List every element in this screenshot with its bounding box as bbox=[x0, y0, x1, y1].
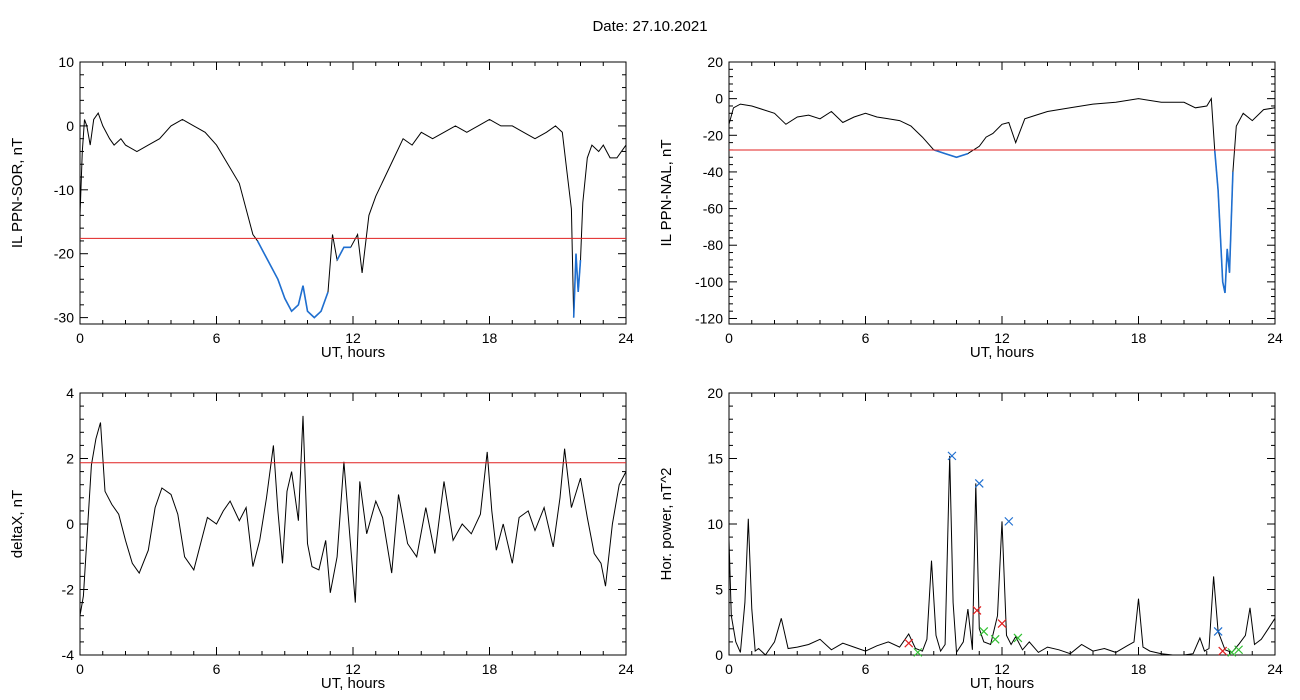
chart-deltax-xtick-label: 6 bbox=[213, 661, 221, 677]
chart-nal-ytick-label: -60 bbox=[703, 201, 723, 217]
chart-power-marker-green bbox=[979, 626, 989, 636]
chart-nal-below-threshold-segment bbox=[1213, 149, 1234, 294]
chart-deltax-ytick-label: -2 bbox=[62, 582, 75, 598]
chart-power-ytick-label: 15 bbox=[707, 451, 723, 467]
chart-nal-xtick-label: 0 bbox=[725, 330, 733, 346]
chart-sor-ytick-label: 10 bbox=[58, 54, 74, 70]
chart-sor-xlabel: UT, hours bbox=[321, 344, 385, 361]
chart-power-xtick-label: 12 bbox=[994, 661, 1010, 677]
chart-power-series-line bbox=[728, 455, 1276, 656]
chart-power-marker-green bbox=[913, 647, 923, 657]
chart-sor-ytick-label: 0 bbox=[66, 118, 74, 134]
chart-power-marker-red bbox=[1218, 646, 1228, 656]
chart-nal-ytick-label: -20 bbox=[703, 127, 723, 143]
chart-nal-ylabel: IL PPN-NAL, nT bbox=[658, 140, 675, 247]
chart-deltax-ytick-label: 0 bbox=[66, 516, 74, 532]
chart-power-ytick-label: 5 bbox=[715, 582, 723, 598]
chart-sor-ytick-label: -30 bbox=[54, 310, 74, 326]
chart-power-marker-green bbox=[1234, 645, 1244, 655]
chart-power-marker-green bbox=[990, 634, 1000, 644]
chart-sor-xtick-label: 0 bbox=[76, 330, 84, 346]
chart-power-marker-green bbox=[1227, 647, 1237, 657]
chart-power-xtick-label: 18 bbox=[1131, 661, 1147, 677]
chart-power-ylabel: Hor. power, nT^2 bbox=[658, 468, 675, 581]
chart-nal-xtick-label: 18 bbox=[1131, 330, 1147, 346]
chart-sor-ytick-label: -10 bbox=[54, 182, 74, 198]
chart-deltax-ytick-label: 4 bbox=[66, 385, 74, 401]
chart-power-marker-green bbox=[1013, 633, 1023, 643]
chart-sor-below-threshold-segment bbox=[256, 240, 329, 319]
chart-nal-ytick-label: -120 bbox=[695, 311, 723, 327]
chart-nal-series-line bbox=[728, 96, 1276, 294]
chart-nal-ytick-label: 20 bbox=[707, 54, 723, 70]
chart-deltax-ytick-label: 2 bbox=[66, 451, 74, 467]
chart-deltax-ylabel: deltaX, nT bbox=[9, 490, 26, 558]
chart-power-marker-blue bbox=[974, 478, 984, 488]
chart-sor-frame bbox=[79, 61, 627, 325]
chart-nal-ytick-label: 0 bbox=[715, 91, 723, 107]
chart-sor-below-threshold-segment bbox=[336, 246, 351, 261]
chart-power-xlabel: UT, hours bbox=[970, 675, 1034, 692]
chart-power-marker-red bbox=[904, 638, 914, 648]
chart-sor-ylabel: IL PPN-SOR, nT bbox=[9, 138, 26, 248]
chart-sor-xtick-label: 12 bbox=[345, 330, 361, 346]
chart-nal-ytick-label: -40 bbox=[703, 164, 723, 180]
chart-sor-ytick-label: -20 bbox=[54, 246, 74, 262]
chart-power-ytick-label: 10 bbox=[707, 516, 723, 532]
chart-power-marker-blue bbox=[1004, 516, 1014, 526]
chart-deltax-frame bbox=[79, 392, 627, 656]
chart-power-xtick-label: 0 bbox=[725, 661, 733, 677]
chart-power-xtick-label: 24 bbox=[1267, 661, 1283, 677]
chart-deltax-ytick-label: -4 bbox=[62, 647, 75, 663]
chart-deltax-xtick-label: 24 bbox=[618, 661, 634, 677]
chart-nal-xtick-label: 24 bbox=[1267, 330, 1283, 346]
page-title: Date: 27.10.2021 bbox=[592, 18, 708, 35]
chart-sor-series-line bbox=[79, 112, 627, 319]
chart-sor-xtick-label: 24 bbox=[618, 330, 634, 346]
chart-nal-ytick-label: -100 bbox=[695, 274, 723, 290]
chart-nal-below-threshold-segment bbox=[933, 149, 969, 159]
chart-power-ytick-label: 0 bbox=[715, 647, 723, 663]
chart-power-marker-red bbox=[997, 619, 1007, 628]
chart-deltax-xtick-label: 18 bbox=[482, 661, 498, 677]
chart-power-ytick-label: 20 bbox=[707, 385, 723, 401]
chart-sor-xtick-label: 18 bbox=[482, 330, 498, 346]
chart-sor-xtick-label: 6 bbox=[213, 330, 221, 346]
chart-nal-ytick-label: -80 bbox=[703, 237, 723, 253]
chart-power-marker-red bbox=[972, 606, 982, 615]
chart-power-marker-blue bbox=[947, 451, 957, 461]
chart-power-marker-blue bbox=[1213, 626, 1223, 636]
chart-nal-xtick-label: 6 bbox=[862, 330, 870, 346]
chart-power-xtick-label: 6 bbox=[862, 661, 870, 677]
chart-deltax-series-line bbox=[79, 415, 627, 616]
chart-nal-frame bbox=[728, 61, 1276, 325]
chart-deltax-xtick-label: 12 bbox=[345, 661, 361, 677]
chart-sor-below-threshold-segment bbox=[572, 253, 582, 318]
chart-deltax-xtick-label: 0 bbox=[76, 661, 84, 677]
chart-nal-xtick-label: 12 bbox=[994, 330, 1010, 346]
chart-deltax-xlabel: UT, hours bbox=[321, 675, 385, 692]
chart-nal-xlabel: UT, hours bbox=[970, 344, 1034, 361]
